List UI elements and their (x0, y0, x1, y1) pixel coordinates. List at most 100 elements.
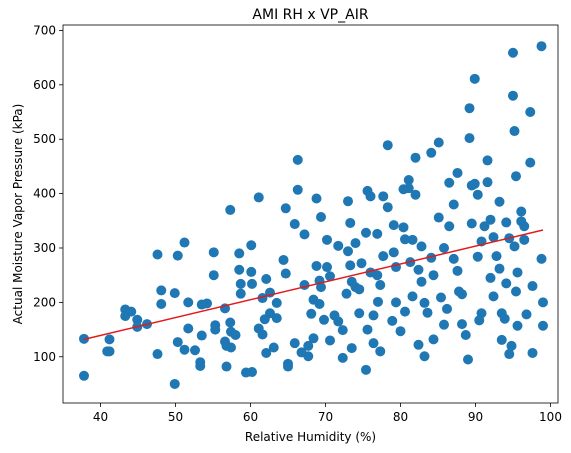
data-point (311, 260, 322, 271)
data-point (361, 364, 371, 375)
data-point (259, 314, 270, 325)
data-point (225, 317, 236, 328)
data-point (512, 267, 523, 278)
data-point (482, 177, 493, 188)
data-point (496, 334, 507, 345)
data-point (299, 229, 310, 240)
data-point (375, 279, 386, 290)
data-point (241, 367, 251, 378)
y-tick-label: 300 (33, 241, 56, 255)
data-point (516, 206, 527, 217)
data-point (280, 203, 291, 214)
data-point (469, 178, 480, 189)
data-point (504, 349, 515, 360)
data-point (501, 217, 512, 228)
x-tick-label: 90 (468, 410, 483, 424)
data-point (400, 306, 410, 317)
data-point (230, 330, 241, 341)
data-point (482, 155, 493, 166)
data-point (506, 340, 517, 351)
data-point (382, 140, 393, 151)
data-point (308, 333, 319, 344)
data-point (398, 222, 409, 233)
data-point (433, 137, 444, 148)
data-point (169, 288, 180, 299)
data-point (488, 291, 499, 302)
data-point (172, 250, 183, 261)
trend-layer (83, 229, 544, 341)
data-point (210, 324, 221, 335)
data-point (316, 282, 326, 293)
data-point (345, 260, 356, 271)
data-point (246, 240, 257, 251)
data-point (400, 234, 410, 245)
data-point (345, 217, 356, 228)
data-point (316, 211, 326, 222)
data-point (454, 286, 464, 297)
data-point (521, 309, 532, 320)
data-point (426, 147, 437, 158)
data-point (395, 326, 406, 337)
data-point (156, 299, 167, 310)
data-point (387, 315, 398, 326)
data-point (172, 337, 183, 348)
plot-frame (62, 24, 559, 404)
data-point (322, 234, 332, 245)
x-axis-ticks: 40 50 60 70 80 90 100 (93, 403, 562, 424)
data-point (289, 219, 300, 230)
data-point (289, 338, 300, 349)
data-point (356, 258, 367, 269)
data-point (525, 107, 536, 118)
data-point (464, 133, 475, 144)
data-point (508, 47, 518, 58)
data-point (442, 303, 452, 314)
data-point (436, 292, 446, 303)
data-point (102, 346, 113, 357)
data-point (283, 361, 293, 372)
data-point (509, 126, 520, 137)
data-point (413, 339, 424, 350)
data-point (322, 262, 332, 273)
data-point (341, 288, 352, 299)
data-point (208, 270, 219, 281)
data-point (257, 329, 268, 340)
data-point (472, 189, 483, 200)
data-point (132, 314, 143, 325)
data-point (79, 370, 89, 381)
data-point (311, 193, 322, 204)
data-point (372, 270, 383, 281)
data-point (527, 347, 538, 358)
y-tick-label: 500 (33, 132, 56, 146)
trend-line (83, 229, 544, 341)
data-point (156, 285, 167, 296)
data-point (403, 175, 414, 186)
data-point (280, 268, 291, 279)
data-point (378, 191, 389, 202)
data-point (538, 320, 548, 331)
data-point (225, 204, 236, 215)
data-point (169, 378, 180, 389)
y-axis-ticks: 100 200 300 400 500 600 700 (33, 23, 63, 364)
data-point (299, 279, 310, 290)
data-point (202, 298, 212, 309)
data-point (372, 228, 383, 239)
data-point (292, 184, 303, 195)
data-point (247, 278, 257, 289)
data-point (292, 154, 303, 165)
data-point (346, 343, 357, 354)
y-tick-label: 400 (33, 187, 56, 201)
data-point (501, 278, 512, 289)
y-axis-title: Actual Moisture Vapor Pressure (kPa) (11, 104, 25, 325)
data-point (373, 296, 383, 307)
data-point (494, 263, 505, 274)
data-point (235, 288, 246, 299)
data-point (354, 284, 365, 295)
y-tick-label: 700 (33, 23, 56, 37)
data-point (474, 315, 485, 326)
data-point (104, 334, 115, 345)
data-point (428, 334, 439, 345)
data-point (354, 308, 365, 319)
data-point (391, 297, 401, 308)
data-point (126, 306, 137, 317)
